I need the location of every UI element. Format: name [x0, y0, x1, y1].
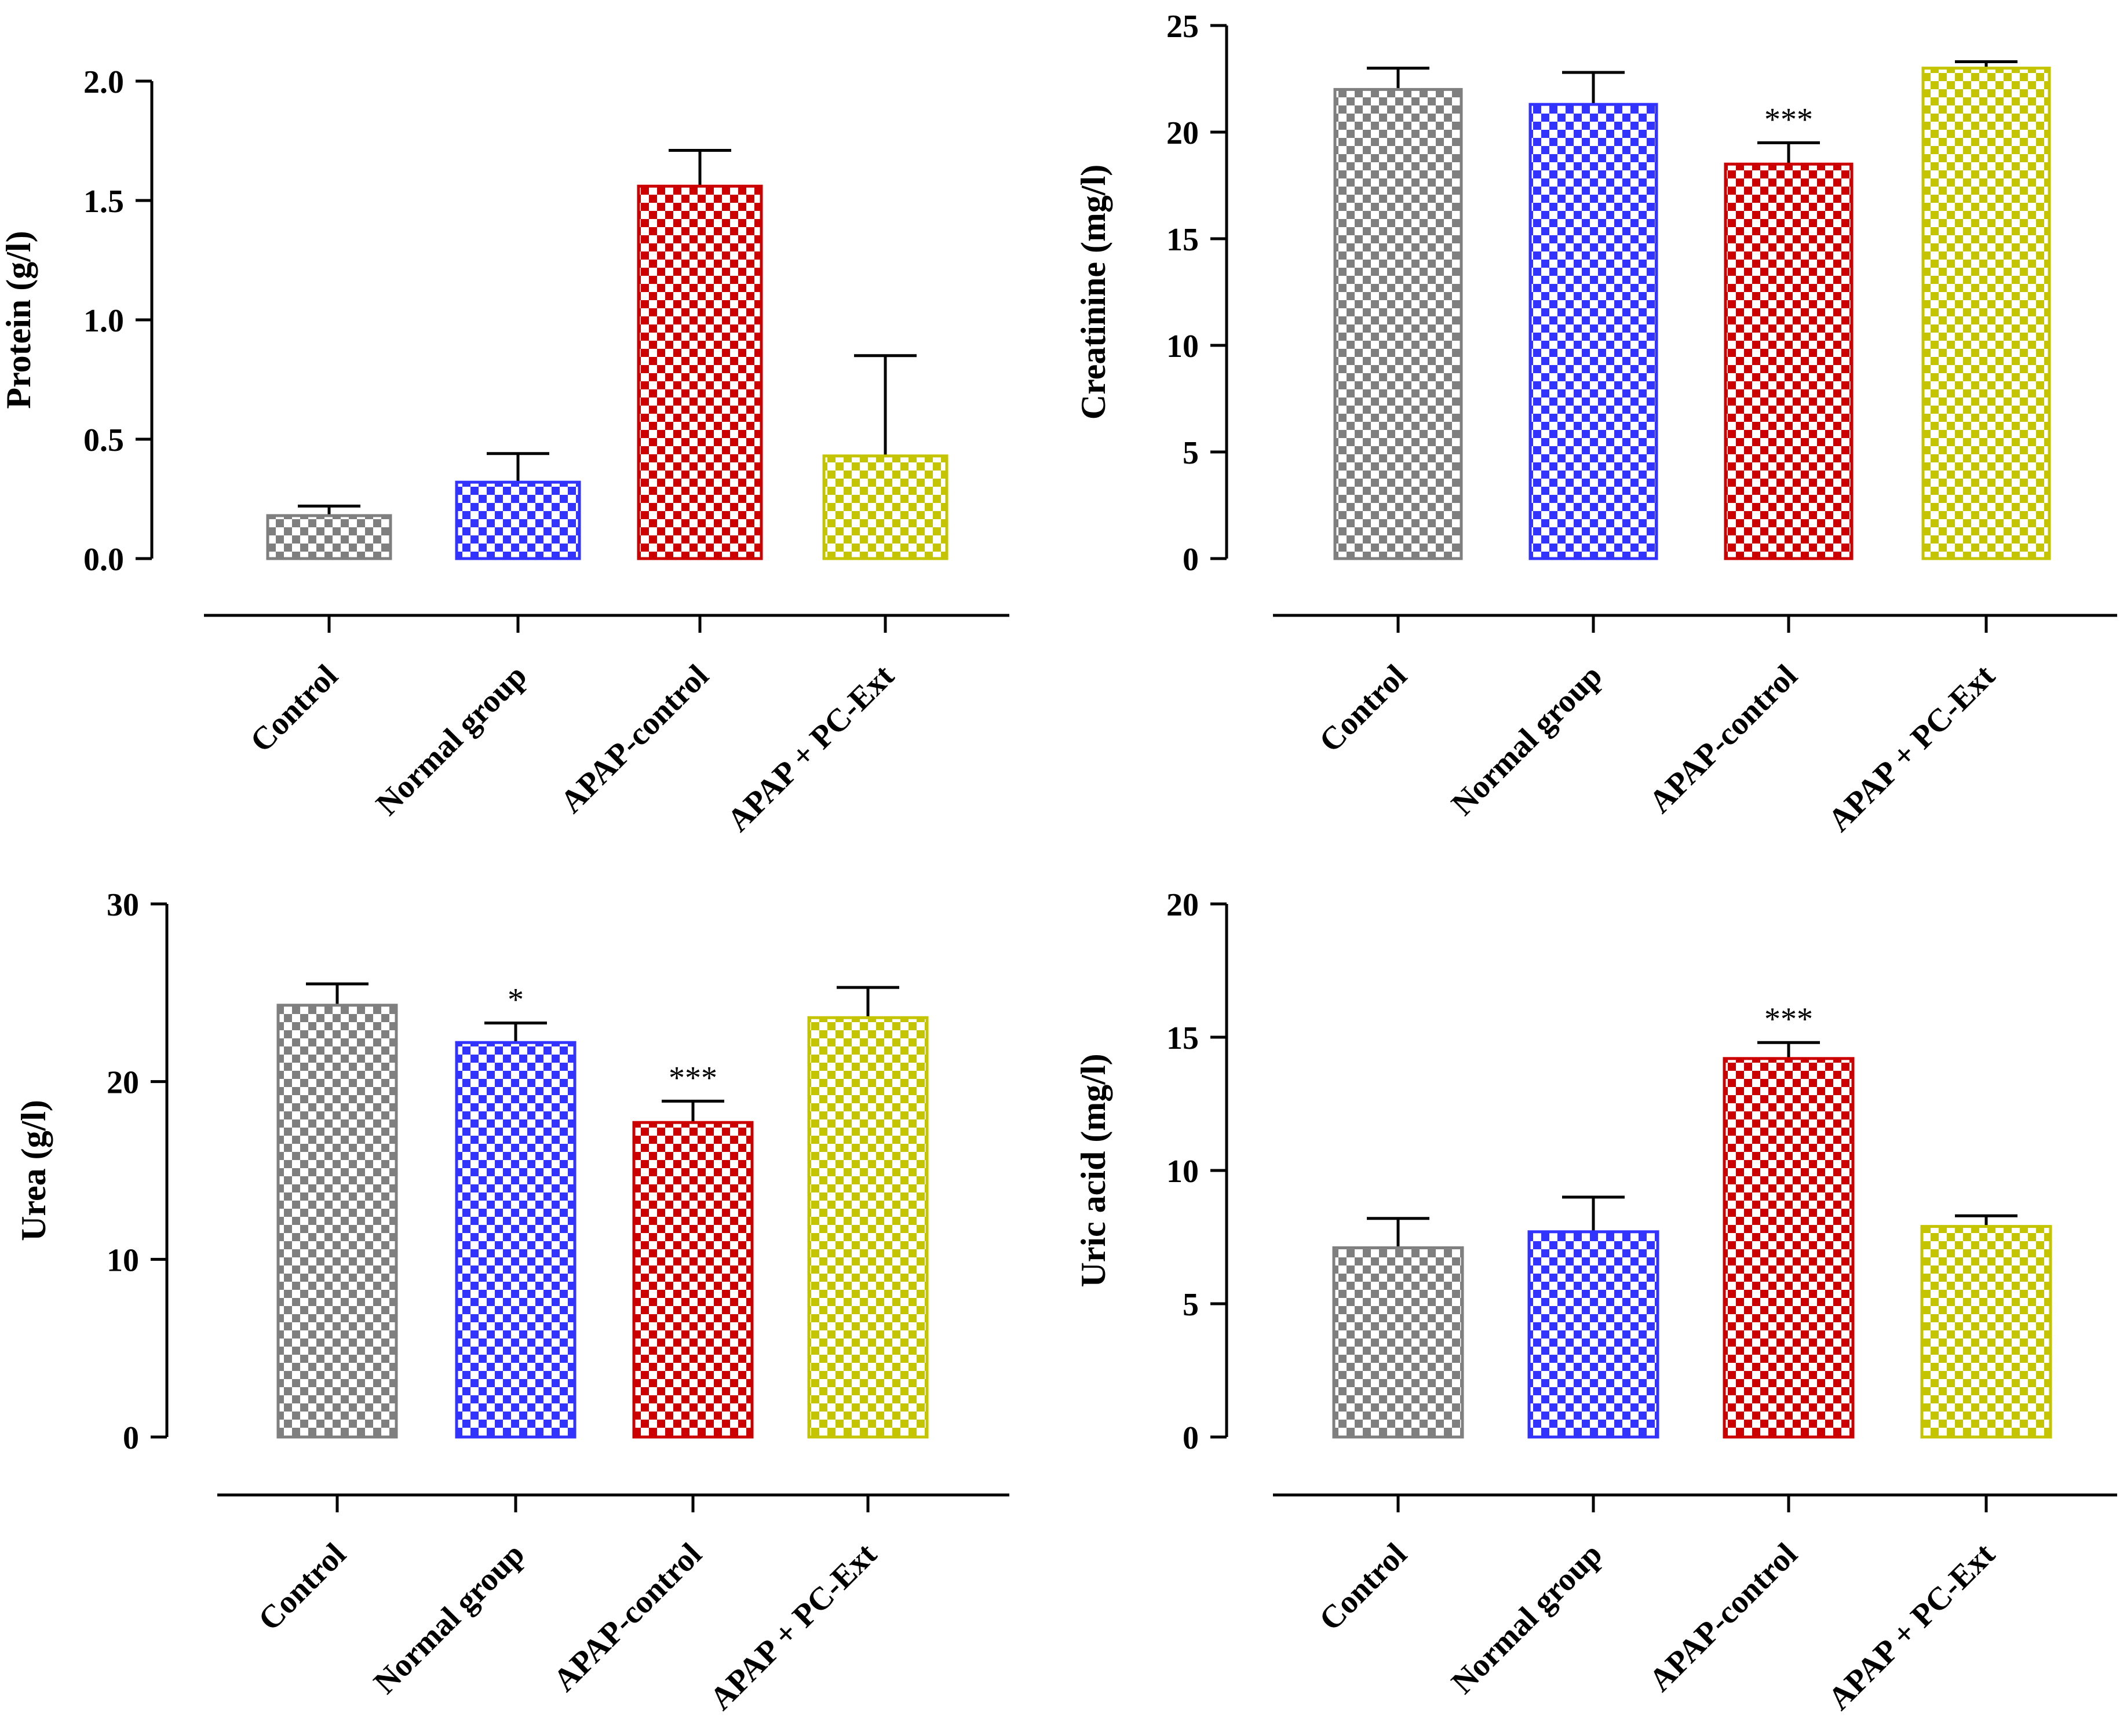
y-tick-label: 15 — [1166, 1020, 1199, 1056]
bar — [276, 1004, 398, 1439]
bar — [455, 1041, 577, 1439]
significance-marker: *** — [1764, 101, 1813, 137]
y-tick-label: 20 — [107, 1065, 139, 1101]
x-tick-label: Control — [243, 658, 345, 759]
x-tick-label: Normal group — [1444, 1536, 1609, 1701]
y-tick-label: 0.0 — [83, 542, 124, 578]
bar — [807, 1016, 929, 1439]
bar — [1724, 162, 1854, 560]
chart-panel-3: 0 10 20 30 Urea (g/l) Control * Normal group ***… — [14, 887, 1009, 1717]
error-bar — [484, 1021, 547, 1043]
error-bar — [306, 982, 369, 1005]
error-bar — [662, 1099, 724, 1123]
error-bar — [669, 148, 731, 187]
bar — [637, 184, 763, 560]
y-tick-label: 10 — [107, 1242, 139, 1278]
bar — [1527, 1230, 1659, 1439]
bar — [632, 1121, 754, 1439]
y-tick-label: 20 — [1166, 115, 1199, 151]
error-bar — [1757, 141, 1820, 165]
x-tick-label: APAP-control — [1642, 1536, 1804, 1698]
x-tick-label: APAP + PC-Ext — [703, 1536, 884, 1717]
error-bar — [1367, 67, 1429, 90]
y-axis-label: Urea (g/l) — [14, 1100, 53, 1241]
error-bar — [1757, 1041, 1820, 1059]
x-tick-label: Normal group — [369, 658, 534, 822]
x-tick-label: APAP + PC-Ext — [1821, 658, 2002, 838]
bar — [1332, 1246, 1464, 1439]
y-tick-label: 1.0 — [83, 303, 124, 339]
bar — [1333, 87, 1463, 560]
significance-marker: *** — [1764, 1001, 1813, 1037]
y-tick-label: 0.5 — [83, 422, 124, 458]
y-tick-label: 15 — [1166, 222, 1199, 258]
error-bar — [1955, 1214, 2017, 1227]
significance-marker: * — [508, 982, 524, 1017]
y-tick-label: 10 — [1166, 329, 1199, 364]
x-tick-label: Control — [251, 1536, 353, 1637]
chart-panel-1: 0.0 0.5 1.0 1.5 2.0 Protein (g/l) Control Norma… — [0, 64, 1009, 838]
chart-panel-2: 0 5 10 15 20 25 Creatinine (mg/l) Control Normal… — [1074, 9, 2117, 838]
y-tick-label: 25 — [1166, 9, 1199, 45]
y-tick-label: 0 — [1183, 542, 1199, 578]
x-tick-label: Control — [1312, 1536, 1414, 1637]
bar — [266, 514, 392, 560]
y-axis-label: Creatinine (mg/l) — [1074, 165, 1112, 420]
bar — [1921, 67, 2051, 560]
x-tick-label: Control — [1312, 658, 1414, 759]
x-tick-label: APAP-control — [546, 1536, 709, 1698]
bar — [1723, 1057, 1855, 1439]
error-bar — [837, 986, 899, 1018]
error-bar — [1562, 71, 1625, 105]
x-tick-label: APAP + PC-Ext — [1821, 1536, 2002, 1717]
x-tick-label: APAP-control — [1642, 658, 1804, 820]
x-tick-label: Normal group — [1444, 658, 1609, 822]
bar — [822, 454, 948, 560]
error-bar — [298, 504, 360, 516]
y-tick-label: 2.0 — [83, 64, 124, 100]
significance-marker: *** — [669, 1060, 717, 1096]
y-tick-label: 10 — [1166, 1154, 1199, 1190]
y-tick-label: 30 — [107, 887, 139, 923]
x-tick-label: APAP + PC-Ext — [720, 658, 901, 838]
y-tick-label: 1.5 — [83, 184, 124, 220]
y-axis-label: Uric acid (mg/l) — [1074, 1053, 1112, 1287]
y-tick-label: 5 — [1183, 435, 1199, 471]
y-tick-label: 20 — [1166, 887, 1199, 923]
bar — [1528, 103, 1658, 560]
y-tick-label: 0 — [1183, 1420, 1199, 1456]
error-bar — [854, 354, 917, 456]
y-tick-label: 0 — [123, 1420, 139, 1456]
y-tick-label: 5 — [1183, 1287, 1199, 1323]
x-tick-label: APAP-control — [553, 658, 716, 820]
bar — [455, 480, 581, 560]
y-axis-label: Protein (g/l) — [0, 231, 38, 409]
error-bar — [1562, 1195, 1625, 1232]
error-bar — [1367, 1217, 1429, 1248]
bar — [1920, 1225, 2052, 1439]
error-bar — [487, 452, 549, 483]
x-tick-label: Normal group — [367, 1536, 531, 1701]
chart-panel-4: 0 5 10 15 20 Uric acid (mg/l) Control Normal gr… — [1074, 887, 2117, 1717]
